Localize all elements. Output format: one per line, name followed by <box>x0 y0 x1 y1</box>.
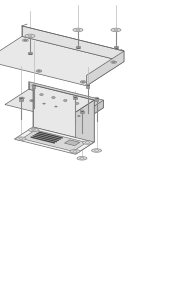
Ellipse shape <box>63 100 67 102</box>
Polygon shape <box>80 111 84 113</box>
Ellipse shape <box>76 47 80 49</box>
Ellipse shape <box>40 94 43 96</box>
Ellipse shape <box>30 100 35 102</box>
Ellipse shape <box>114 29 118 31</box>
Ellipse shape <box>20 138 24 140</box>
Ellipse shape <box>19 138 23 139</box>
Ellipse shape <box>35 129 37 131</box>
Polygon shape <box>22 130 87 151</box>
Ellipse shape <box>42 103 47 105</box>
Ellipse shape <box>36 70 42 72</box>
Ellipse shape <box>82 81 85 83</box>
Ellipse shape <box>29 128 39 132</box>
Ellipse shape <box>25 34 35 38</box>
Polygon shape <box>14 127 94 154</box>
Ellipse shape <box>80 110 84 111</box>
Ellipse shape <box>53 105 58 108</box>
Ellipse shape <box>85 142 89 144</box>
Ellipse shape <box>28 35 32 37</box>
Ellipse shape <box>21 138 23 139</box>
Ellipse shape <box>70 150 80 153</box>
Ellipse shape <box>76 29 80 31</box>
Polygon shape <box>73 97 77 99</box>
Ellipse shape <box>85 142 90 143</box>
Ellipse shape <box>80 81 86 83</box>
Polygon shape <box>0 36 124 86</box>
Polygon shape <box>76 100 94 154</box>
Ellipse shape <box>24 40 27 41</box>
Ellipse shape <box>111 28 121 32</box>
Ellipse shape <box>31 129 36 131</box>
Ellipse shape <box>19 97 23 99</box>
Ellipse shape <box>114 47 118 49</box>
Ellipse shape <box>73 150 77 152</box>
Polygon shape <box>80 100 104 123</box>
Ellipse shape <box>52 97 55 99</box>
Ellipse shape <box>92 149 101 152</box>
Polygon shape <box>5 89 104 123</box>
Ellipse shape <box>31 100 33 101</box>
Polygon shape <box>76 46 80 48</box>
Ellipse shape <box>111 61 117 63</box>
Ellipse shape <box>73 28 83 32</box>
Polygon shape <box>28 52 32 54</box>
Ellipse shape <box>28 53 32 55</box>
Ellipse shape <box>73 96 77 97</box>
Polygon shape <box>33 85 94 142</box>
Polygon shape <box>64 140 80 146</box>
Ellipse shape <box>43 103 45 104</box>
Ellipse shape <box>22 39 28 41</box>
Ellipse shape <box>21 97 23 99</box>
Ellipse shape <box>16 137 26 140</box>
Polygon shape <box>19 98 23 101</box>
Polygon shape <box>29 82 104 108</box>
Ellipse shape <box>72 151 74 152</box>
Ellipse shape <box>85 142 88 143</box>
Ellipse shape <box>95 150 99 151</box>
Ellipse shape <box>37 70 40 72</box>
Ellipse shape <box>78 115 80 117</box>
Polygon shape <box>22 26 124 62</box>
Ellipse shape <box>32 85 35 86</box>
Ellipse shape <box>95 97 98 99</box>
Ellipse shape <box>71 150 75 152</box>
Polygon shape <box>114 46 118 48</box>
Polygon shape <box>87 51 124 86</box>
Ellipse shape <box>34 129 37 131</box>
Polygon shape <box>32 85 35 88</box>
Ellipse shape <box>76 103 79 104</box>
Ellipse shape <box>77 156 87 160</box>
Ellipse shape <box>86 84 89 86</box>
Polygon shape <box>86 85 89 88</box>
Ellipse shape <box>83 141 93 144</box>
Ellipse shape <box>80 158 84 159</box>
Polygon shape <box>95 98 98 100</box>
Ellipse shape <box>112 61 115 63</box>
Ellipse shape <box>19 97 24 99</box>
Ellipse shape <box>55 106 57 107</box>
